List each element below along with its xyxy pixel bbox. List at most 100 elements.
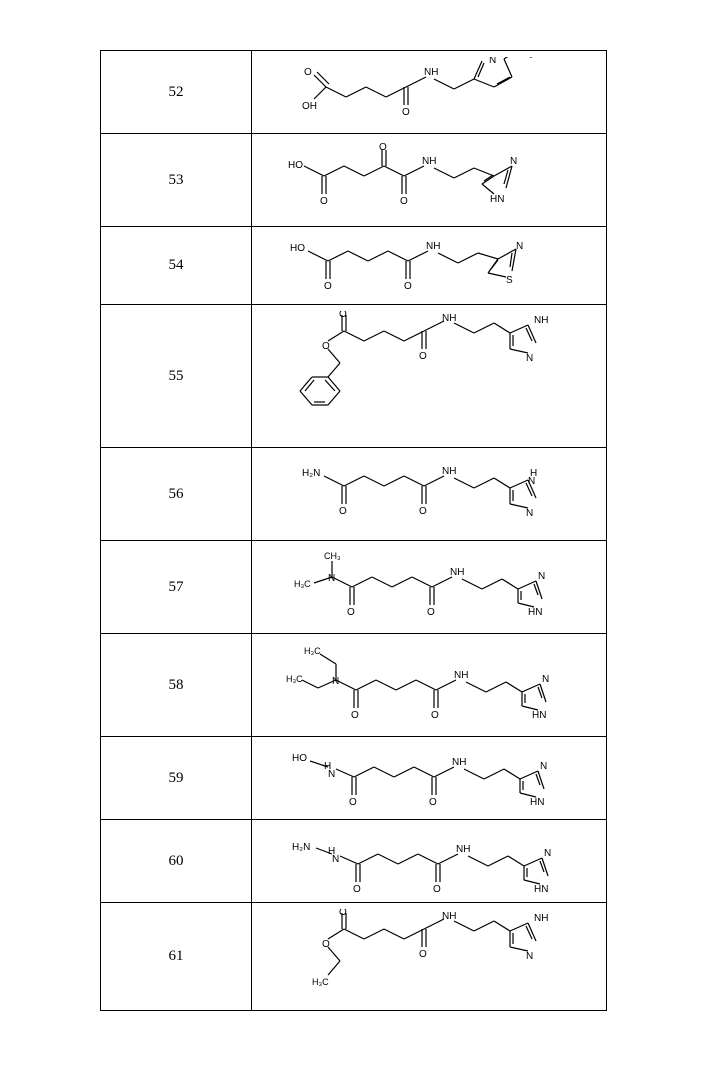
structure-58: H₃C H₃C N O O NH N HN <box>284 640 574 730</box>
svg-text:N: N <box>540 761 547 772</box>
compound-number: 55 <box>101 305 252 448</box>
structure-cell: O OH O NH N CH₃ <box>252 51 607 134</box>
svg-text:H₃C: H₃C <box>312 977 329 987</box>
compound-number: 53 <box>101 134 252 227</box>
compound-number: 59 <box>101 737 252 820</box>
svg-text:NH: NH <box>442 911 456 922</box>
compound-number: 58 <box>101 634 252 737</box>
svg-text:HN: HN <box>490 194 504 205</box>
svg-text:N: N <box>542 674 549 685</box>
svg-text:NH: NH <box>450 567 464 578</box>
svg-text:O: O <box>353 884 361 895</box>
structure-cell: O O O NH NH N <box>252 305 607 448</box>
svg-text:HO: HO <box>288 160 303 171</box>
svg-text:O: O <box>419 506 427 517</box>
svg-text:CH₃: CH₃ <box>516 57 533 59</box>
svg-text:O: O <box>324 281 332 292</box>
structure-cell: HO H N O O NH N HN <box>252 737 607 820</box>
table-row: 57 <box>101 541 607 634</box>
table-row: 60 <box>101 820 607 903</box>
svg-text:NH: NH <box>442 313 456 324</box>
svg-text:N: N <box>516 241 523 252</box>
page-container: 52 <box>0 0 707 1091</box>
svg-text:O: O <box>320 196 328 207</box>
svg-text:N: N <box>526 353 533 364</box>
svg-text:NH: NH <box>534 315 548 326</box>
svg-text:O: O <box>351 710 359 721</box>
svg-text:O: O <box>339 311 347 320</box>
svg-text:S: S <box>506 275 513 286</box>
svg-text:HO: HO <box>292 753 307 764</box>
table-row: 61 <box>101 903 607 1011</box>
svg-text:O: O <box>339 909 347 918</box>
structure-57: CH₃ H₃C N O O NH N HN <box>284 547 574 627</box>
compound-number: 54 <box>101 227 252 305</box>
svg-text:N: N <box>328 769 335 780</box>
svg-text:NH: NH <box>426 241 440 252</box>
svg-text:O: O <box>379 142 387 153</box>
svg-text:H₂N: H₂N <box>302 468 320 479</box>
structure-cell: H₂N O O NH H N N <box>252 448 607 541</box>
structure-cell: HO O O NH N S <box>252 227 607 305</box>
svg-text:O: O <box>404 281 412 292</box>
structure-56: H₂N O O NH H N N <box>284 454 574 534</box>
svg-text:O: O <box>433 884 441 895</box>
compound-table: 52 <box>100 50 607 1011</box>
svg-text:HO: HO <box>290 243 305 254</box>
svg-text:H₃C: H₃C <box>294 579 311 589</box>
svg-text:O: O <box>322 341 330 352</box>
svg-text:N: N <box>528 476 535 487</box>
structure-54: HO O O NH N S <box>284 233 574 298</box>
compound-number: 52 <box>101 51 252 134</box>
svg-text:O: O <box>402 107 410 118</box>
svg-text:N: N <box>332 854 339 865</box>
svg-text:H₃C: H₃C <box>304 646 321 656</box>
compound-number: 61 <box>101 903 252 1011</box>
table-row: 55 <box>101 305 607 448</box>
structure-cell: H₂N H N O O NH N HN <box>252 820 607 903</box>
svg-text:O: O <box>339 506 347 517</box>
structure-59: HO H N O O NH N HN <box>284 743 574 813</box>
svg-text:NH: NH <box>424 67 438 78</box>
structure-cell: O O O NH NH N H₃C <box>252 903 607 1011</box>
table-row: 58 <box>101 634 607 737</box>
structure-53: HO O O O NH N HN <box>284 140 574 220</box>
svg-text:OH: OH <box>302 101 317 112</box>
table-row: 59 <box>101 737 607 820</box>
table-row: 53 <box>101 134 607 227</box>
svg-text:N: N <box>538 571 545 582</box>
svg-text:H₂N: H₂N <box>292 842 310 853</box>
svg-text:NH: NH <box>454 670 468 681</box>
compound-number: 60 <box>101 820 252 903</box>
svg-text:O: O <box>427 607 435 618</box>
svg-text:O: O <box>419 351 427 362</box>
table-row: 54 <box>101 227 607 305</box>
svg-text:O: O <box>347 607 355 618</box>
svg-text:O: O <box>431 710 439 721</box>
compound-number: 56 <box>101 448 252 541</box>
svg-text:HN: HN <box>534 884 548 895</box>
svg-text:NH: NH <box>534 913 548 924</box>
svg-text:H₃C: H₃C <box>286 674 303 684</box>
structure-cell: CH₃ H₃C N O O NH N HN <box>252 541 607 634</box>
svg-text:N: N <box>544 848 551 859</box>
structure-52: O OH O NH N CH₃ <box>284 57 574 127</box>
svg-text:NH: NH <box>442 466 456 477</box>
svg-text:N: N <box>489 57 496 66</box>
structure-60: H₂N H N O O NH N HN <box>284 826 574 896</box>
svg-text:HN: HN <box>530 797 544 808</box>
svg-text:N: N <box>526 508 533 519</box>
svg-text:NH: NH <box>422 156 436 167</box>
svg-text:CH₃: CH₃ <box>324 551 341 561</box>
svg-text:HN: HN <box>528 607 542 618</box>
structure-55: O O O NH NH N <box>284 311 574 441</box>
svg-text:O: O <box>304 67 312 78</box>
svg-text:N: N <box>526 951 533 962</box>
svg-text:N: N <box>328 573 335 584</box>
table-row: 56 <box>101 448 607 541</box>
svg-text:O: O <box>322 939 330 950</box>
svg-text:O: O <box>400 196 408 207</box>
svg-text:O: O <box>419 949 427 960</box>
structure-cell: HO O O O NH N HN <box>252 134 607 227</box>
svg-text:O: O <box>429 797 437 808</box>
